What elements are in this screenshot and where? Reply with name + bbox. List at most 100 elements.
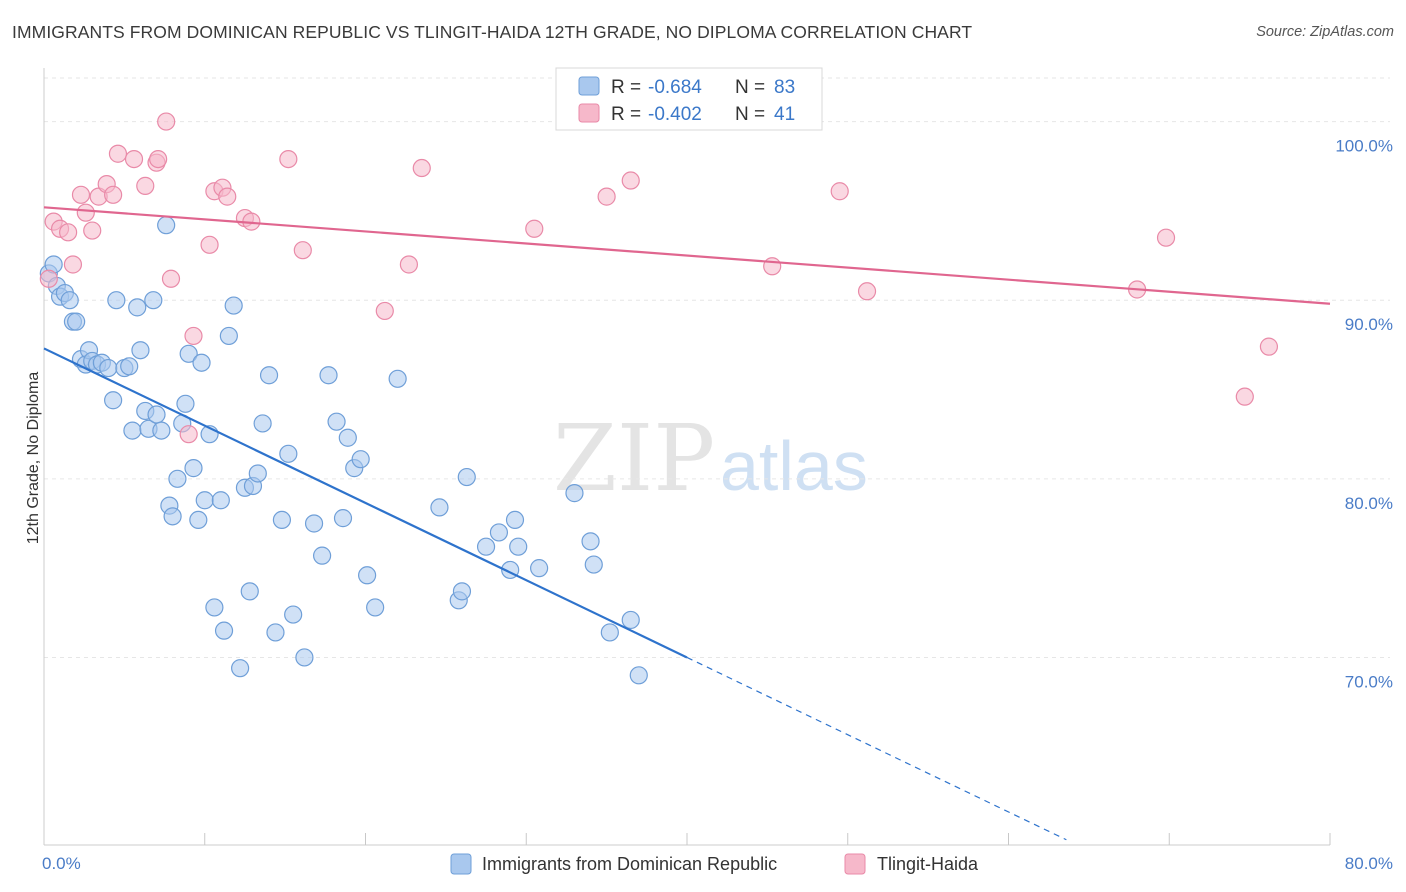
legend-r-value: -0.402 (648, 104, 702, 125)
data-point (351, 450, 370, 469)
data-point (152, 421, 171, 440)
data-point (107, 291, 126, 310)
data-point (253, 414, 272, 433)
trend-line-tlingit (43, 206, 1331, 305)
data-point (67, 312, 86, 331)
data-point (1259, 337, 1279, 356)
data-point (505, 510, 525, 530)
legend-box (555, 67, 823, 131)
data-point (161, 269, 181, 288)
data-point (489, 523, 509, 542)
data-point (259, 366, 279, 385)
data-point (76, 203, 95, 222)
data-point (399, 255, 419, 274)
data-point (597, 187, 616, 206)
y-tick-label: 80.0% (1345, 494, 1393, 513)
data-point (214, 621, 234, 640)
data-point (1235, 387, 1254, 406)
watermark: ZIP atlas (553, 405, 868, 512)
correlation-legend: R = -0.684 N = 83 R = -0.402 N = 41 (555, 67, 823, 131)
data-point (104, 185, 123, 204)
data-point (147, 405, 166, 424)
data-point (195, 491, 214, 510)
data-point (509, 537, 528, 556)
data-point (192, 353, 211, 372)
legend-n-value: 83 (774, 77, 795, 98)
data-point (157, 216, 176, 235)
legend-r-value: -0.684 (648, 77, 702, 98)
data-point (205, 598, 224, 617)
data-point (338, 428, 357, 447)
data-point (279, 444, 298, 463)
data-point (149, 149, 168, 169)
data-point (231, 659, 250, 678)
legend-swatch-pink (578, 103, 600, 123)
data-point (189, 510, 208, 530)
data-point (366, 598, 385, 617)
data-point (179, 344, 198, 363)
data-point (144, 291, 163, 310)
series-legend-label: Tlingit-Haida (877, 854, 979, 874)
y-tick-label: 90.0% (1345, 315, 1393, 334)
data-point (304, 514, 324, 533)
grid-layer (44, 77, 1390, 658)
data-point (830, 182, 849, 201)
series-legend-swatch-pink (844, 853, 866, 875)
data-point (120, 357, 139, 376)
data-point (219, 326, 238, 346)
data-point (124, 149, 144, 169)
data-point (1156, 228, 1176, 247)
series-tlingit-points (39, 112, 1279, 444)
legend-swatch-blue (578, 76, 600, 96)
y-tick-label: 100.0% (1335, 137, 1393, 156)
data-point (295, 648, 314, 667)
data-point (108, 144, 128, 163)
data-point (176, 394, 195, 413)
legend-n-label: N = (735, 77, 770, 98)
data-point (128, 298, 147, 317)
data-point (163, 507, 182, 526)
data-point (59, 223, 78, 242)
trend-lines (43, 206, 1331, 841)
data-point (476, 537, 496, 556)
data-point (157, 112, 176, 131)
data-point (312, 546, 332, 565)
x-axis-ticks (204, 833, 1331, 845)
data-point (430, 498, 449, 517)
data-point (240, 582, 259, 601)
data-point (184, 459, 203, 478)
trend-line-dominican-extension (686, 656, 1067, 841)
data-point (565, 484, 584, 503)
series-legend: Immigrants from Dominican Republic Tling… (450, 853, 979, 875)
data-point (327, 412, 346, 431)
y-axis-label: 12th Grade, No Diploma (25, 372, 42, 545)
data-point (584, 555, 603, 574)
data-point (266, 623, 285, 642)
data-point (99, 358, 118, 378)
data-point (621, 171, 640, 190)
data-point (600, 623, 619, 642)
data-point (248, 464, 267, 483)
data-point (104, 391, 123, 410)
data-point (136, 176, 155, 195)
data-point (452, 582, 472, 601)
data-point (284, 605, 303, 624)
watermark-atlas: atlas (720, 427, 868, 505)
data-point (581, 532, 600, 551)
legend-n-value: 41 (774, 104, 795, 125)
data-point (621, 610, 640, 630)
data-point (525, 219, 544, 238)
data-point (179, 425, 198, 444)
legend-r-label: R = (611, 77, 646, 98)
data-point (412, 158, 431, 178)
data-point (168, 469, 187, 488)
data-point (530, 559, 549, 578)
data-point (388, 369, 407, 388)
y-tick-label: 70.0% (1345, 672, 1393, 691)
data-point (333, 509, 353, 528)
data-point (184, 326, 203, 346)
data-point (218, 187, 237, 206)
data-point (63, 255, 83, 274)
data-point (358, 566, 377, 585)
